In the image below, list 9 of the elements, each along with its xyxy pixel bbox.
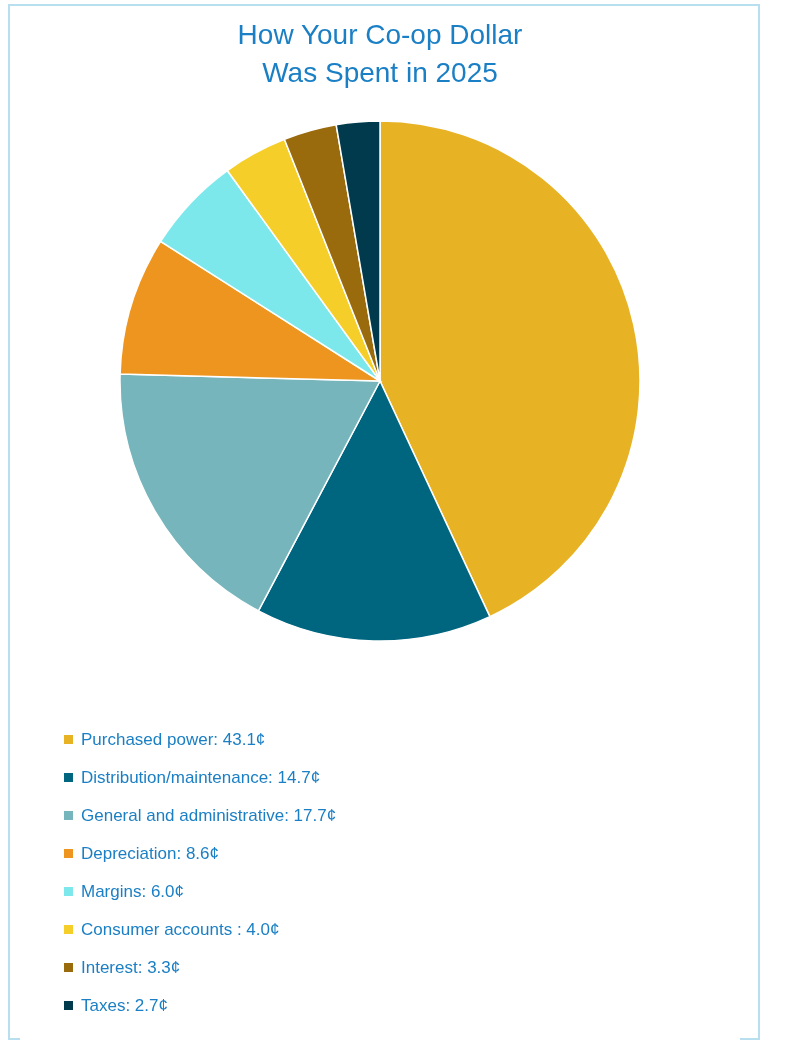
legend-label: Interest: 3.3¢ bbox=[81, 957, 181, 977]
legend-label: Taxes: 2.7¢ bbox=[81, 995, 168, 1015]
legend-label: Purchased power: 43.1¢ bbox=[81, 729, 266, 749]
chart-title: How Your Co-op Dollar Was Spent in 2025 bbox=[237, 19, 523, 88]
legend-label: Distribution/maintenance: 14.7¢ bbox=[81, 767, 321, 787]
legend-label: Margins: 6.0¢ bbox=[81, 881, 184, 901]
legend-label: General and administrative: 17.7¢ bbox=[81, 805, 337, 825]
legend-label: Depreciation: 8.6¢ bbox=[81, 843, 219, 863]
legend-label: Consumer accounts : 4.0¢ bbox=[81, 919, 280, 939]
